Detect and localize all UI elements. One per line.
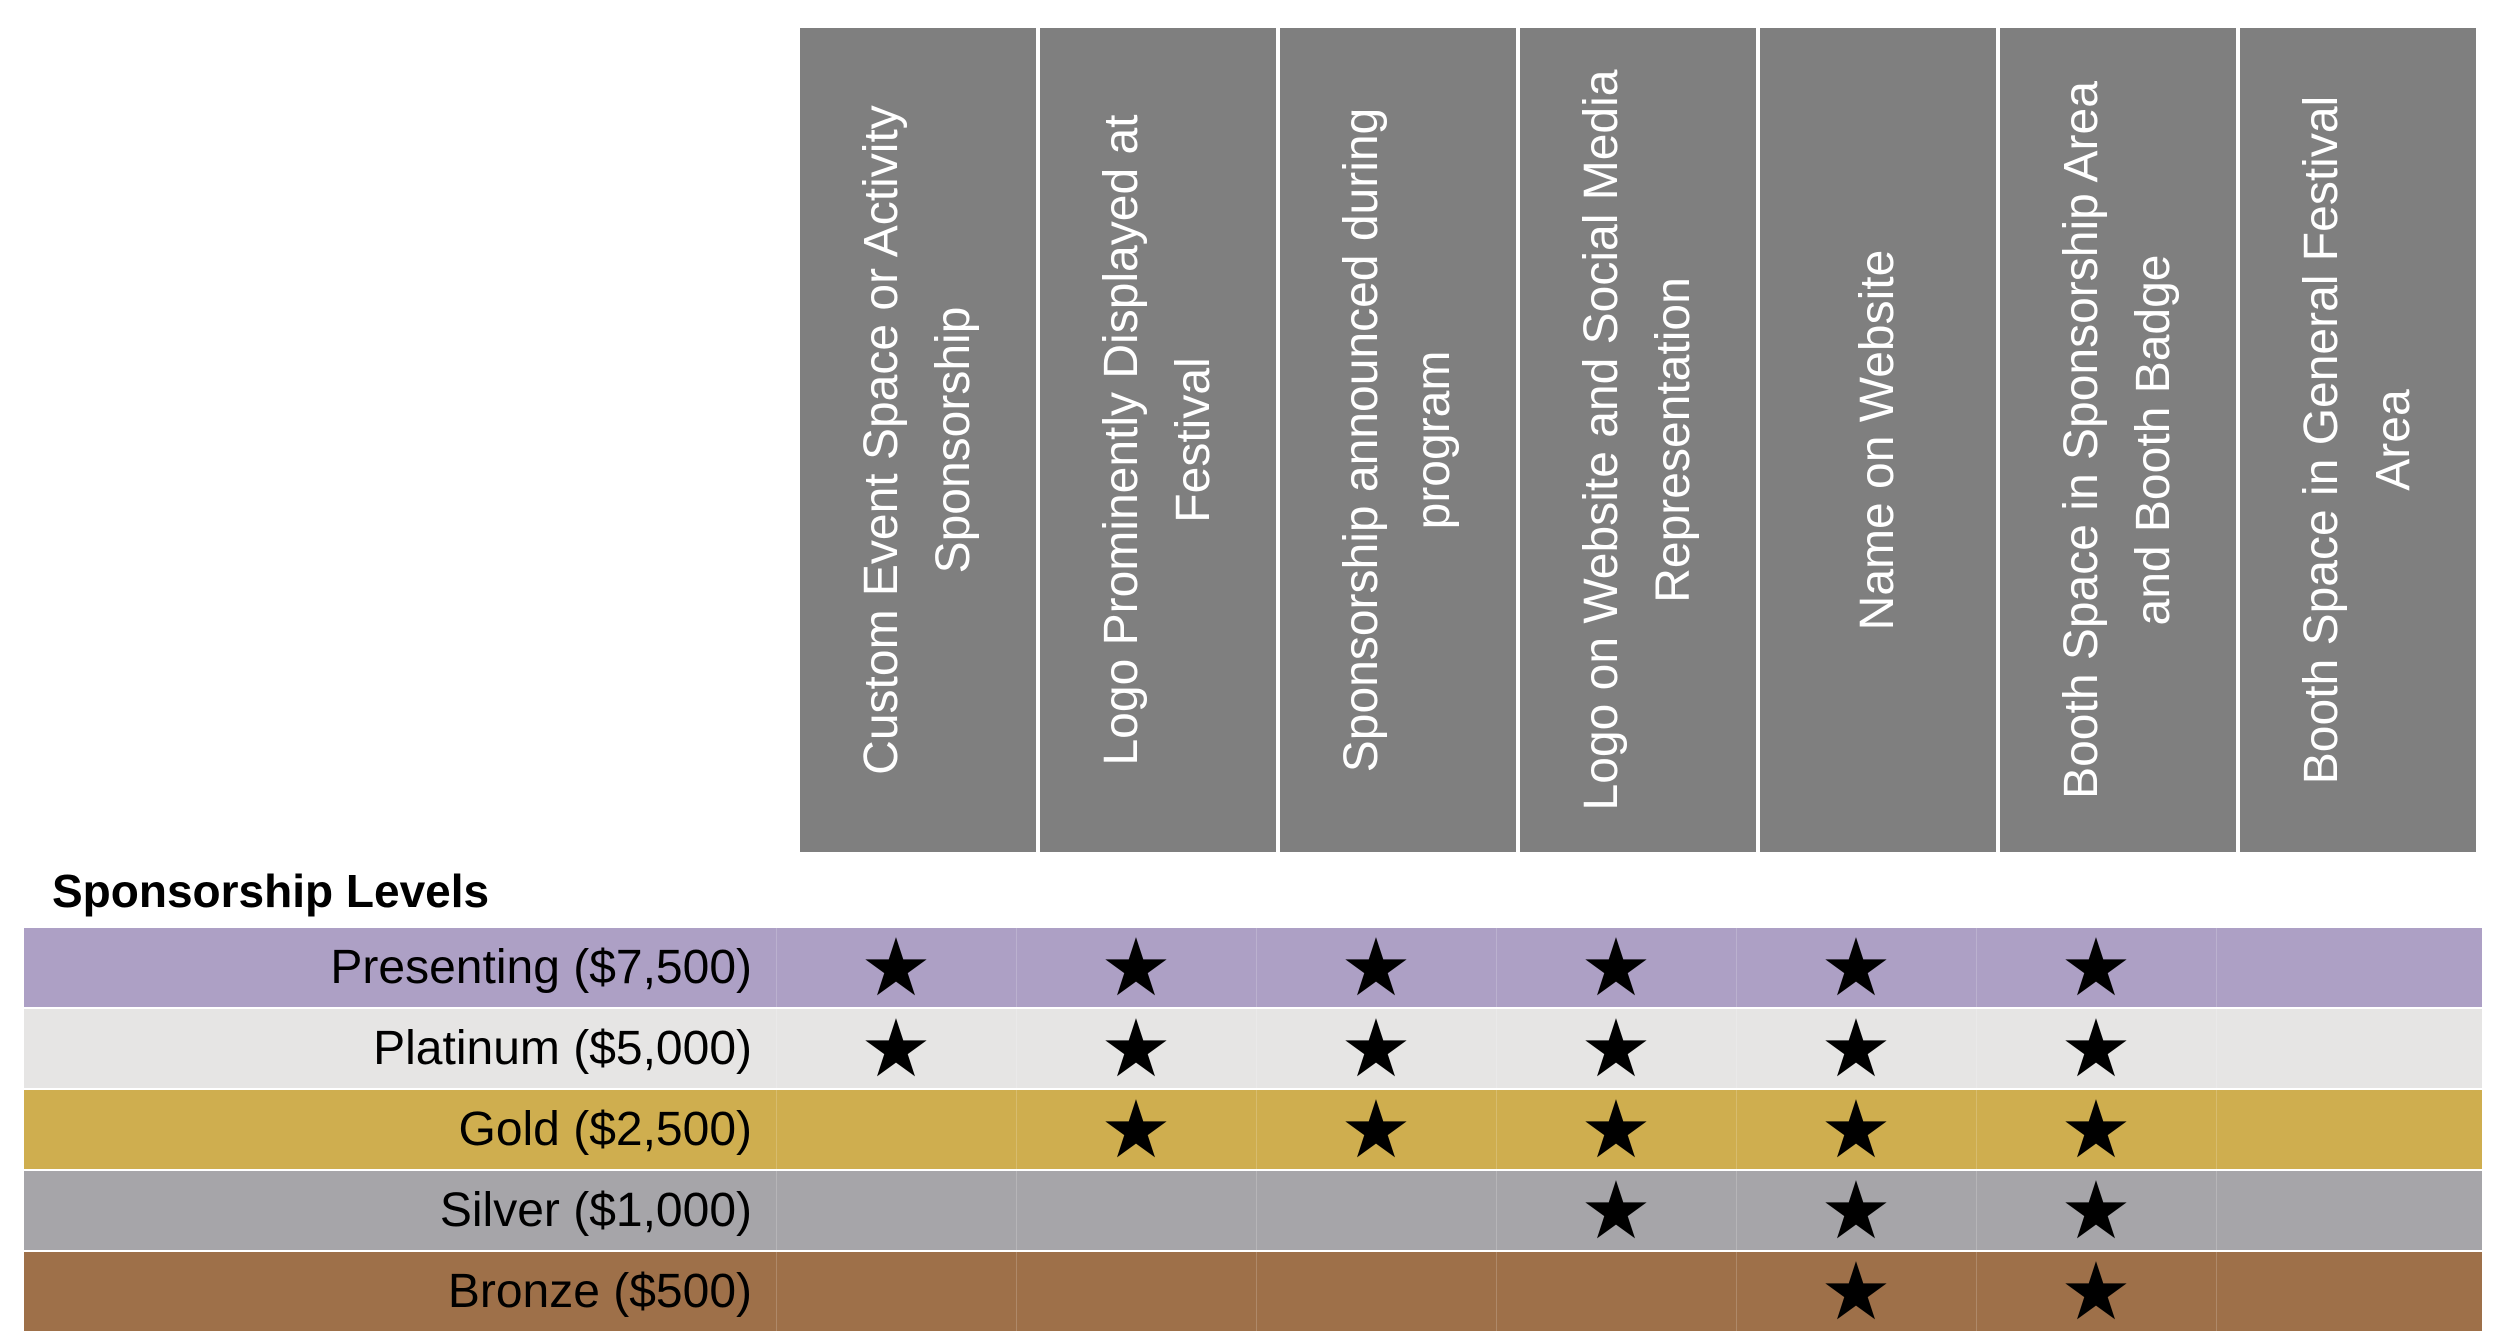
star-icon: ★ bbox=[860, 922, 932, 1012]
star-icon: ★ bbox=[2060, 1165, 2132, 1255]
benefit-cell bbox=[776, 1171, 1016, 1250]
benefit-cell bbox=[2216, 1252, 2482, 1331]
benefit-cell bbox=[2216, 928, 2482, 1007]
star-icon: ★ bbox=[1820, 1003, 1892, 1093]
benefit-header-booth-general: Booth Space in General Festival Area bbox=[2240, 28, 2476, 852]
benefit-header-logo-festival: Logo Prominently Displayed at Festival bbox=[1040, 28, 1276, 852]
star-icon: ★ bbox=[2060, 1003, 2132, 1093]
benefit-cell: ★ bbox=[1496, 1003, 1736, 1093]
star-icon: ★ bbox=[2060, 922, 2132, 1012]
star-icon: ★ bbox=[1580, 1165, 1652, 1255]
benefit-cell: ★ bbox=[1736, 1084, 1976, 1174]
benefit-cell: ★ bbox=[1016, 1003, 1256, 1093]
star-icon: ★ bbox=[2060, 1084, 2132, 1174]
star-icon: ★ bbox=[860, 1003, 932, 1093]
level-row-gold: Gold ($2,500) ★ ★ ★ ★ ★ bbox=[24, 1084, 2482, 1174]
level-label: Presenting ($7,500) bbox=[330, 941, 752, 994]
star-icon: ★ bbox=[1820, 922, 1892, 1012]
benefit-cell: ★ bbox=[1736, 922, 1976, 1012]
sponsorship-levels-title: Sponsorship Levels bbox=[52, 865, 490, 917]
benefit-header-label: Booth Space in Sponsorship Area and Boot… bbox=[2055, 81, 2180, 799]
benefit-cell bbox=[1016, 1252, 1256, 1331]
benefit-cell: ★ bbox=[1976, 1246, 2216, 1336]
benefit-cell: ★ bbox=[776, 922, 1016, 1012]
star-icon: ★ bbox=[1340, 1003, 1412, 1093]
star-icon: ★ bbox=[1340, 922, 1412, 1012]
benefit-cell: ★ bbox=[1256, 1084, 1496, 1174]
star-icon: ★ bbox=[1340, 1084, 1412, 1174]
benefit-cell: ★ bbox=[1976, 922, 2216, 1012]
benefit-cell: ★ bbox=[1256, 1003, 1496, 1093]
benefit-cell: ★ bbox=[1496, 1165, 1736, 1255]
benefit-cell: ★ bbox=[1976, 1003, 2216, 1093]
benefit-cell: ★ bbox=[1736, 1165, 1976, 1255]
benefit-cell: ★ bbox=[1256, 922, 1496, 1012]
benefit-header-label: Custom Event Space or Activity Sponsorsh… bbox=[855, 105, 980, 775]
star-icon: ★ bbox=[1820, 1084, 1892, 1174]
benefit-cell: ★ bbox=[1496, 1084, 1736, 1174]
benefit-cell bbox=[1256, 1252, 1496, 1331]
benefit-header-label: Logo on Website and Social Media Represe… bbox=[1575, 69, 1700, 811]
benefit-cell: ★ bbox=[1976, 1165, 2216, 1255]
benefits-header: Custom Event Space or Activity Sponsorsh… bbox=[800, 28, 2476, 852]
level-label: Gold ($2,500) bbox=[458, 1103, 752, 1156]
star-icon: ★ bbox=[1580, 1003, 1652, 1093]
benefit-cell: ★ bbox=[1736, 1246, 1976, 1336]
star-icon: ★ bbox=[1820, 1165, 1892, 1255]
benefit-header-label: Name on Website bbox=[1851, 249, 1904, 631]
level-row-bronze: Bronze ($500) ★ ★ bbox=[24, 1246, 2482, 1336]
sponsorship-levels-table: Presenting ($7,500) ★ ★ ★ ★ ★ ★ Platinum ($5,00… bbox=[24, 922, 2482, 1336]
benefit-header-name-website: Name on Website bbox=[1760, 28, 1996, 852]
star-icon: ★ bbox=[1100, 922, 1172, 1012]
level-row-presenting: Presenting ($7,500) ★ ★ ★ ★ ★ ★ bbox=[24, 922, 2482, 1012]
level-label: Silver ($1,000) bbox=[439, 1184, 752, 1237]
benefit-cell: ★ bbox=[776, 1003, 1016, 1093]
benefit-header-label: Logo Prominently Displayed at Festival bbox=[1095, 114, 1220, 766]
level-row-platinum: Platinum ($5,000) ★ ★ ★ ★ ★ ★ bbox=[24, 1003, 2482, 1093]
benefit-cell bbox=[1256, 1171, 1496, 1250]
benefit-cell: ★ bbox=[1976, 1084, 2216, 1174]
benefit-cell: ★ bbox=[1496, 922, 1736, 1012]
benefit-cell bbox=[776, 1252, 1016, 1331]
benefit-cell bbox=[776, 1090, 1016, 1169]
benefit-cell bbox=[1496, 1252, 1736, 1331]
benefit-header-announced: Sponsorship announced during program bbox=[1280, 28, 1516, 852]
benefit-header-label: Booth Space in General Festival Area bbox=[2295, 95, 2420, 785]
star-icon: ★ bbox=[1580, 1084, 1652, 1174]
benefit-cell bbox=[2216, 1090, 2482, 1169]
star-icon: ★ bbox=[1820, 1246, 1892, 1336]
benefit-cell: ★ bbox=[1016, 1084, 1256, 1174]
benefit-cell bbox=[2216, 1009, 2482, 1088]
benefit-header-booth-sponsorship: Booth Space in Sponsorship Area and Boot… bbox=[2000, 28, 2236, 852]
benefit-header-custom-event: Custom Event Space or Activity Sponsorsh… bbox=[800, 28, 1036, 852]
level-row-silver: Silver ($1,000) ★ ★ ★ bbox=[24, 1165, 2482, 1255]
star-icon: ★ bbox=[1100, 1003, 1172, 1093]
star-icon: ★ bbox=[1100, 1084, 1172, 1174]
level-label: Platinum ($5,000) bbox=[373, 1022, 752, 1075]
benefit-cell bbox=[1016, 1171, 1256, 1250]
benefit-header-label: Sponsorship announced during program bbox=[1335, 107, 1460, 773]
level-label: Bronze ($500) bbox=[447, 1265, 752, 1318]
benefit-cell bbox=[2216, 1171, 2482, 1250]
star-icon: ★ bbox=[1580, 922, 1652, 1012]
star-icon: ★ bbox=[2060, 1246, 2132, 1336]
benefit-cell: ★ bbox=[1016, 922, 1256, 1012]
benefit-cell: ★ bbox=[1736, 1003, 1976, 1093]
benefit-header-logo-website-social: Logo on Website and Social Media Represe… bbox=[1520, 28, 1756, 852]
